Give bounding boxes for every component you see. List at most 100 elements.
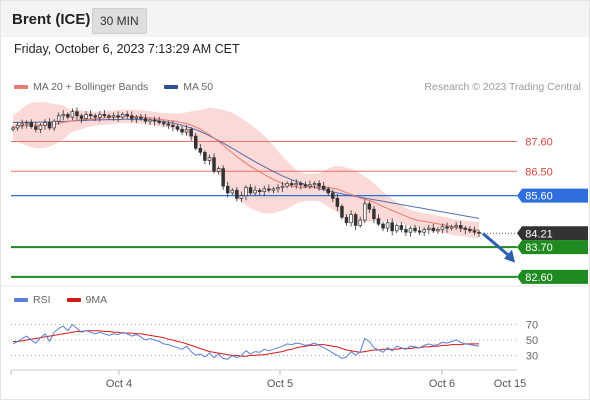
time-label-3: Oct 15 <box>494 378 526 390</box>
candle-body-78 <box>367 203 372 210</box>
candle-body-2 <box>20 123 24 126</box>
candle-body-96 <box>449 226 454 229</box>
level-resistance-1-label: 86.50 <box>525 166 553 178</box>
candle-body-25 <box>125 114 129 117</box>
candle-body-35 <box>171 124 175 127</box>
candle-body-74 <box>349 214 353 224</box>
candle-body-53 <box>253 189 257 194</box>
candle-body-77 <box>363 203 367 221</box>
candle-body-43 <box>207 157 212 161</box>
candle-body-28 <box>139 116 143 119</box>
candle-body-11 <box>61 114 66 117</box>
candle-body-1 <box>15 124 20 129</box>
time-label-2: Oct 6 <box>429 378 455 390</box>
candle-body-57 <box>271 188 276 191</box>
rsi-9ma-line <box>13 330 479 357</box>
price-legend: MA 20 + Bollinger Bands MA 50 <box>14 81 213 93</box>
candle-body-31 <box>152 119 157 122</box>
candle-body-55 <box>262 188 267 192</box>
candle-body-93 <box>436 229 440 232</box>
candle-body-15 <box>79 115 84 119</box>
candle-body-75 <box>353 214 358 226</box>
forecast-arrow-shaft <box>482 232 511 258</box>
candle-body-38 <box>184 128 189 133</box>
candle-body-18 <box>93 115 97 118</box>
candle-body-91 <box>426 227 431 230</box>
candle-body-41 <box>198 147 203 153</box>
candle-body-29 <box>143 118 148 122</box>
candle-body-70 <box>331 192 335 199</box>
candle-body-30 <box>148 119 152 122</box>
candles-layer <box>11 107 481 238</box>
candle-body-6 <box>38 124 43 130</box>
candle-body-82 <box>385 222 390 229</box>
candle-body-89 <box>417 230 422 233</box>
level-pivot-2-tag <box>517 188 588 203</box>
candle-body-76 <box>358 219 362 226</box>
candle-body-88 <box>413 227 417 232</box>
time-axis: Oct 4 Oct 5 Oct 6 Oct 15 <box>10 369 526 390</box>
candle-body-97 <box>454 225 458 228</box>
candle-body-12 <box>66 114 70 118</box>
level-support-5-label: 82.60 <box>525 272 553 284</box>
ma20-legend-label: MA 20 + Bollinger Bands <box>33 81 149 93</box>
candle-body-65 <box>308 184 312 187</box>
level-support-4-label: 83.70 <box>525 242 553 254</box>
candle-body-58 <box>276 187 280 190</box>
rsi-line <box>12 323 480 360</box>
candle-body-21 <box>107 115 111 118</box>
ma20-swatch <box>14 85 28 89</box>
candle-body-87 <box>408 227 413 233</box>
candle-body-49 <box>235 189 239 199</box>
candle-body-60 <box>285 183 289 187</box>
level-support-4-tag <box>517 240 588 255</box>
level-pivot-2-label: 85.60 <box>525 191 553 203</box>
candle-body-66 <box>312 183 317 186</box>
candle-body-40 <box>193 135 198 149</box>
level-lines-layer <box>11 140 517 278</box>
candle-body-9 <box>52 120 56 129</box>
candle-body-8 <box>47 122 52 129</box>
candle-body-69 <box>326 188 330 194</box>
candle-body-98 <box>458 225 463 229</box>
bollinger-band-layer <box>13 101 479 239</box>
candle-body-50 <box>239 195 244 199</box>
candle-body-17 <box>88 114 93 117</box>
candle-body-36 <box>175 126 180 130</box>
candle-body-45 <box>216 168 221 172</box>
candle-body-0 <box>11 127 15 130</box>
level-current-3-tag <box>517 226 588 241</box>
time-label-1: Oct 5 <box>267 378 293 390</box>
candle-body-5 <box>34 126 38 130</box>
candle-body-59 <box>280 185 285 188</box>
candle-body-71 <box>335 198 340 207</box>
candle-body-32 <box>157 120 161 123</box>
rsi-tick-50: 50 <box>526 335 538 347</box>
candle-body-48 <box>230 189 235 194</box>
rsi-ma-swatch <box>66 298 81 302</box>
timestamp: Friday, October 6, 2023 7:13:29 AM CET <box>14 42 240 56</box>
interval-button[interactable]: 30 MIN <box>92 8 147 34</box>
instrument-title: Brent (ICE) <box>12 11 91 28</box>
rsi-tick-70: 70 <box>526 320 538 332</box>
candle-body-79 <box>372 208 376 220</box>
candle-body-19 <box>98 114 102 118</box>
candle-body-44 <box>212 157 216 172</box>
forecast-arrow-layer <box>482 232 515 263</box>
rsi-tick-30: 30 <box>526 350 538 362</box>
rsi-swatch <box>14 298 28 302</box>
candle-body-99 <box>463 227 468 230</box>
level-labels-layer: 87.60 86.50 85.60 84.21 83.70 82.60 <box>517 136 588 284</box>
candle-body-33 <box>162 122 166 125</box>
candle-body-13 <box>70 111 75 118</box>
candle-body-26 <box>130 115 134 119</box>
candle-body-84 <box>395 225 399 232</box>
candle-body-68 <box>321 185 326 190</box>
candle-body-85 <box>399 225 404 230</box>
header-bar: Brent (ICE) 30 MIN <box>1 1 589 37</box>
candle-body-52 <box>248 187 253 194</box>
candle-body-46 <box>221 168 225 187</box>
candle-body-51 <box>244 187 248 196</box>
candle-body-80 <box>376 218 381 225</box>
